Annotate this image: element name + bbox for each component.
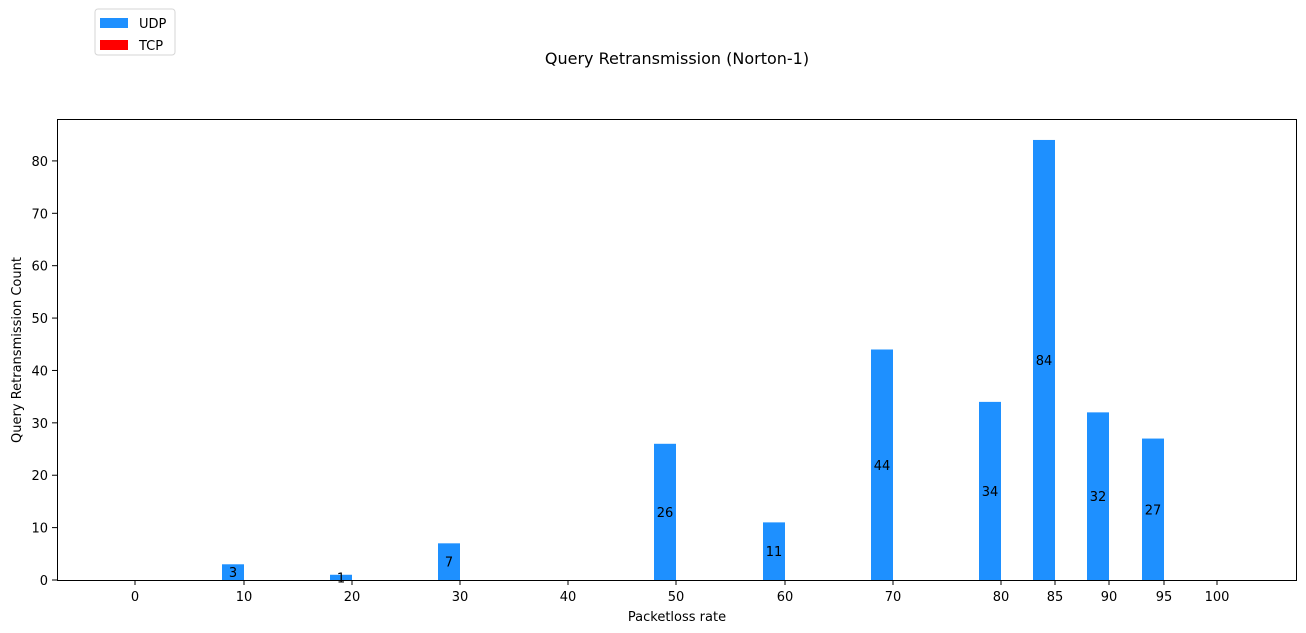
legend: UDP TCP bbox=[94, 8, 176, 56]
data-label-30: 7 bbox=[445, 556, 453, 571]
data-label-95: 27 bbox=[1145, 503, 1162, 518]
y-tick-label-30: 30 bbox=[31, 417, 48, 432]
plot-area bbox=[57, 119, 1297, 581]
udp-bar-80 bbox=[979, 401, 1001, 580]
data-label-85: 84 bbox=[1036, 354, 1053, 369]
y-tick-label-70: 70 bbox=[31, 207, 48, 222]
udp-bar-50 bbox=[654, 443, 676, 580]
bar-labels: 3 1 7 26 11 44 34 84 32 27 bbox=[229, 354, 1161, 586]
y-tick-label-50: 50 bbox=[31, 312, 48, 327]
data-label-20: 1 bbox=[337, 571, 345, 586]
data-label-90: 32 bbox=[1090, 490, 1107, 505]
data-label-60: 11 bbox=[766, 545, 783, 560]
x-tick-label-20: 20 bbox=[344, 590, 361, 605]
x-tick-label-80: 80 bbox=[993, 590, 1010, 605]
y-axis: 0 10 20 30 40 50 60 70 80 bbox=[31, 155, 57, 589]
data-label-50: 26 bbox=[657, 506, 674, 521]
udp-bar-90 bbox=[1087, 412, 1109, 580]
y-tick-label-20: 20 bbox=[31, 469, 48, 484]
y-tick-label-0: 0 bbox=[40, 574, 48, 589]
x-tick-label-85: 85 bbox=[1047, 590, 1064, 605]
x-tick-label-100: 100 bbox=[1205, 590, 1230, 605]
udp-bar-30 bbox=[438, 543, 460, 580]
data-label-70: 44 bbox=[874, 459, 891, 474]
udp-bar-10 bbox=[222, 564, 244, 580]
x-tick-label-70: 70 bbox=[885, 590, 902, 605]
y-tick-label-60: 60 bbox=[31, 260, 48, 275]
bars bbox=[222, 139, 1164, 581]
udp-bar-20 bbox=[330, 574, 352, 580]
legend-swatch-tcp bbox=[100, 40, 128, 50]
x-tick-label-50: 50 bbox=[668, 590, 685, 605]
legend-label-tcp: TCP bbox=[138, 39, 163, 54]
x-tick-label-30: 30 bbox=[452, 590, 469, 605]
y-tick-label-40: 40 bbox=[31, 364, 48, 379]
udp-bar-60 bbox=[763, 522, 785, 580]
x-tick-label-60: 60 bbox=[777, 590, 794, 605]
data-label-80: 34 bbox=[982, 485, 999, 500]
udp-bar-85 bbox=[1033, 139, 1055, 581]
udp-bar-95 bbox=[1142, 438, 1164, 580]
x-tick-label-40: 40 bbox=[560, 590, 577, 605]
legend-swatch-udp bbox=[100, 18, 128, 28]
x-axis: 0 10 20 30 40 50 60 70 80 85 90 95 100 bbox=[131, 580, 1230, 605]
y-tick-label-10: 10 bbox=[31, 522, 48, 537]
x-tick-label-90: 90 bbox=[1101, 590, 1118, 605]
data-label-10: 3 bbox=[229, 566, 237, 581]
udp-bar-70 bbox=[871, 349, 893, 580]
legend-label-udp: UDP bbox=[139, 17, 167, 32]
x-axis-label: Packetloss rate bbox=[628, 610, 726, 625]
y-tick-label-80: 80 bbox=[31, 155, 48, 170]
x-tick-label-0: 0 bbox=[131, 590, 139, 605]
plot-frame bbox=[57, 119, 1297, 581]
x-tick-label-10: 10 bbox=[236, 590, 253, 605]
x-tick-label-95: 95 bbox=[1156, 590, 1173, 605]
chart-title: Query Retransmission (Norton-1) bbox=[545, 49, 809, 68]
y-axis-label: Query Retransmission Count bbox=[10, 257, 25, 443]
